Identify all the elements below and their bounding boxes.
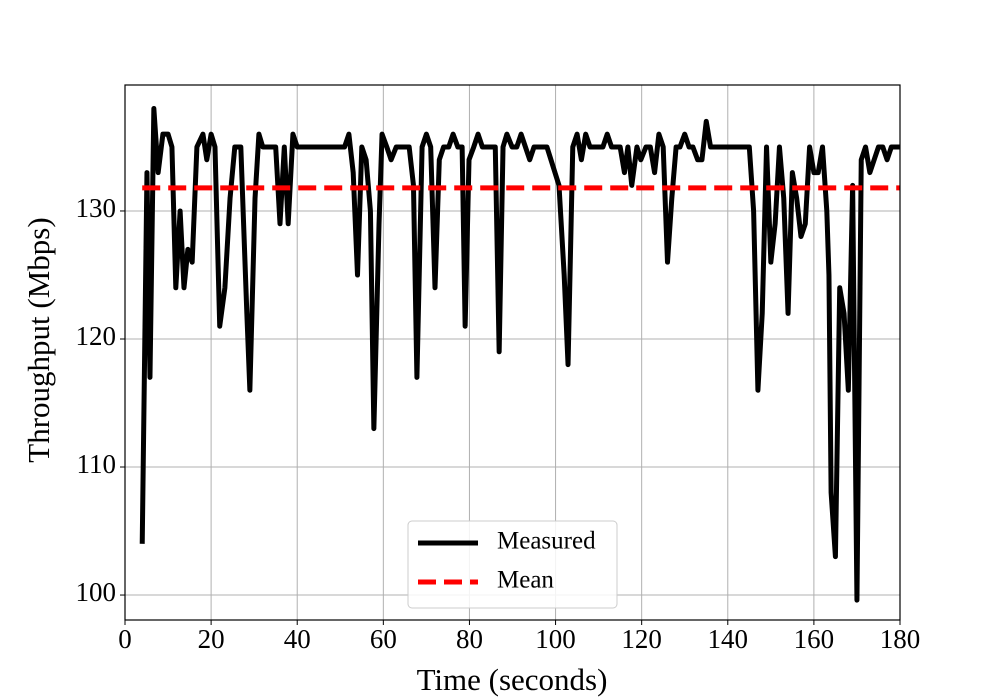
y-tick-label: 110 — [77, 449, 117, 479]
data-line — [139, 106, 900, 603]
y-tick-label: 100 — [76, 577, 117, 607]
y-tick-label: 130 — [76, 193, 117, 223]
x-tick-label: 60 — [370, 624, 397, 654]
x-tick-label: 140 — [708, 624, 749, 654]
x-tick-label: 100 — [535, 624, 576, 654]
axes-frame — [124, 84, 901, 621]
legend-label: Mean — [497, 567, 554, 594]
x-tick-label: 0 — [118, 624, 132, 654]
x-tick-label: 120 — [621, 624, 662, 654]
plot — [139, 106, 900, 603]
x-tick-label: 20 — [198, 624, 225, 654]
x-tick-label: 40 — [284, 624, 311, 654]
legend-label: Measured — [497, 528, 596, 555]
x-tick-label: 160 — [794, 624, 835, 654]
x-tick-label: 180 — [880, 624, 921, 654]
x-axis-label: Time (seconds) — [417, 662, 608, 697]
y-tick-label: 120 — [76, 321, 117, 351]
y-axis-label: Throughput (Mbps) — [21, 217, 56, 462]
legend: Measured Mean — [407, 520, 618, 609]
x-tick-label: 80 — [456, 624, 483, 654]
